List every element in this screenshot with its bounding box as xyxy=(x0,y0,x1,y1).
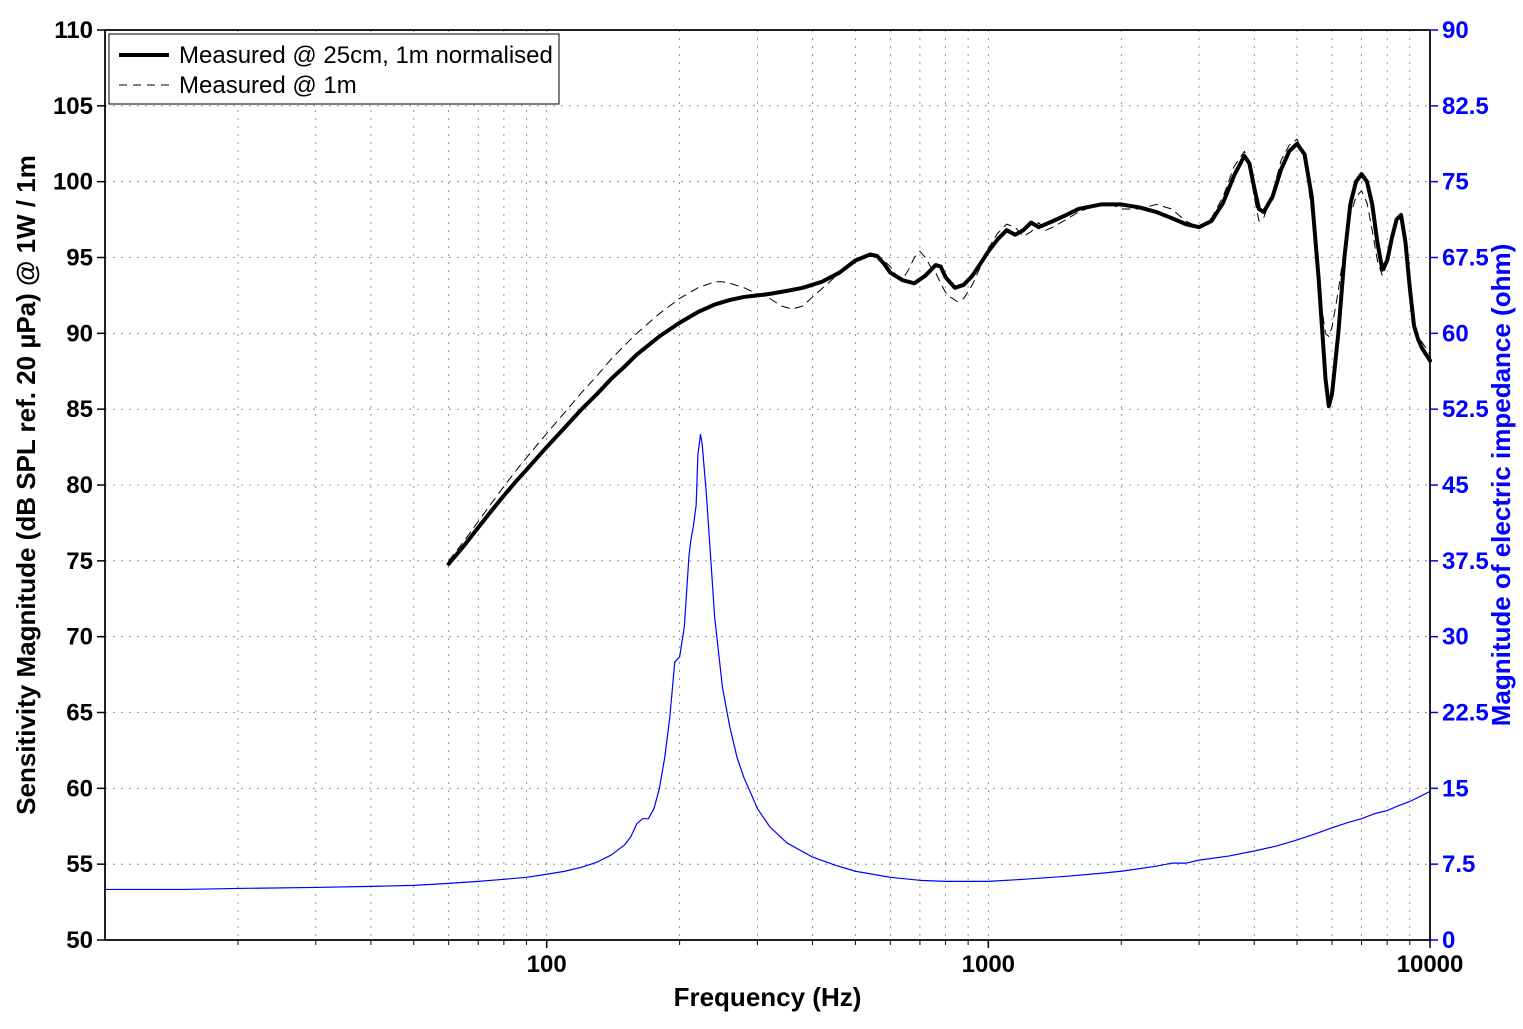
ytick-right: 45 xyxy=(1442,472,1469,499)
ytick-right: 67.5 xyxy=(1442,245,1489,272)
ytick-left: 100 xyxy=(53,169,93,196)
chart-svg: 50 55 60 65 70 75 80 85 90 95 100 105 110 0 7.5 15 22.5 3… xyxy=(0,0,1523,1029)
ytick-right: 75 xyxy=(1442,169,1469,196)
xtick: 10000 xyxy=(1397,951,1464,978)
y-right-axis-label: Magnitude of electric impedance (ohm) xyxy=(1486,244,1516,727)
legend: Measured @ 25cm, 1m normalised Measured @… xyxy=(109,34,559,104)
ytick-left: 90 xyxy=(66,320,93,347)
ytick-left: 75 xyxy=(66,548,93,575)
ytick-right: 15 xyxy=(1442,775,1469,802)
ytick-left: 60 xyxy=(66,775,93,802)
ytick-left: 65 xyxy=(66,700,93,727)
x-axis-label: Frequency (Hz) xyxy=(674,982,862,1012)
ytick-right: 7.5 xyxy=(1442,851,1475,878)
grid xyxy=(105,30,1430,940)
ytick-right: 22.5 xyxy=(1442,700,1489,727)
ytick-right: 82.5 xyxy=(1442,93,1489,120)
frequency-response-chart: 50 55 60 65 70 75 80 85 90 95 100 105 110 0 7.5 15 22.5 3… xyxy=(0,0,1523,1029)
legend-entry-label: Measured @ 1m xyxy=(179,72,357,99)
ytick-right: 52.5 xyxy=(1442,396,1489,423)
xtick: 100 xyxy=(527,951,567,978)
ytick-left: 85 xyxy=(66,396,93,423)
ytick-right: 60 xyxy=(1442,320,1469,347)
series-sens_25cm_norm xyxy=(449,144,1430,564)
xtick: 1000 xyxy=(962,951,1015,978)
ytick-left: 80 xyxy=(66,472,93,499)
ytick-right: 37.5 xyxy=(1442,548,1489,575)
ytick-right: 90 xyxy=(1442,17,1469,44)
legend-entry-label: Measured @ 25cm, 1m normalised xyxy=(179,42,553,69)
y-left-axis-label: Sensitivity Magnitude (dB SPL ref. 20 µP… xyxy=(11,155,41,815)
ytick-left: 70 xyxy=(66,624,93,651)
ytick-left: 110 xyxy=(54,17,93,44)
ytick-left: 50 xyxy=(66,927,93,954)
ytick-left: 95 xyxy=(66,245,93,272)
series-sens_1m xyxy=(449,139,1430,561)
ytick-left: 55 xyxy=(66,851,93,878)
ytick-right: 30 xyxy=(1442,624,1469,651)
ytick-left: 105 xyxy=(53,93,93,120)
series-impedance xyxy=(105,434,1430,889)
ytick-right: 0 xyxy=(1442,927,1455,954)
